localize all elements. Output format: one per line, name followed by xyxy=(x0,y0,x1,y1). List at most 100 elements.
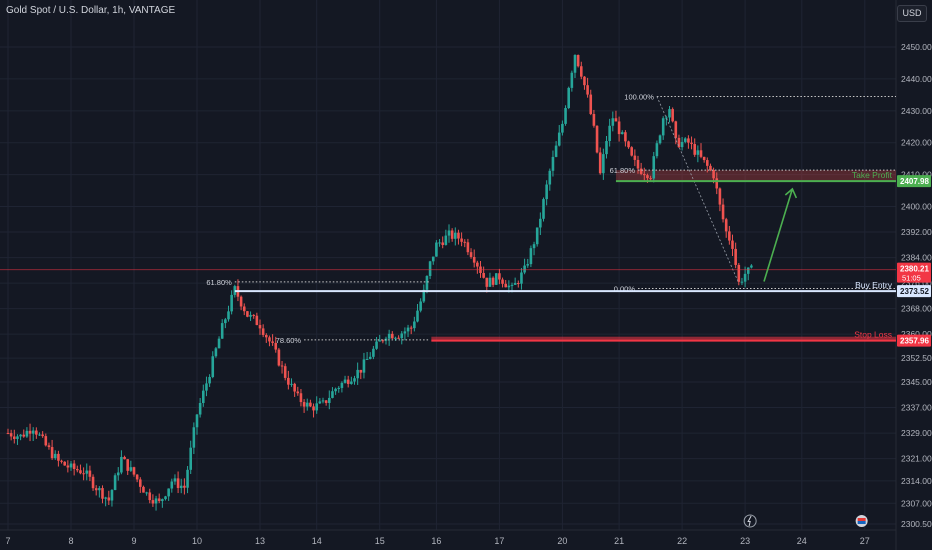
candle-body xyxy=(469,252,473,257)
candle-body xyxy=(113,475,117,491)
candle-body xyxy=(731,240,734,249)
flag-icon-band xyxy=(857,521,866,524)
candle-body xyxy=(252,314,255,316)
candle-body xyxy=(331,391,334,398)
candle-body xyxy=(428,261,432,276)
x-tick-label: 16 xyxy=(431,536,441,546)
candle-body xyxy=(573,55,577,73)
candle-body xyxy=(76,469,79,471)
candle-body xyxy=(299,393,303,403)
price-tag-label: 2407.98 xyxy=(900,177,929,186)
candle-body xyxy=(139,479,142,487)
candle-body xyxy=(750,265,753,268)
candle-body xyxy=(706,160,709,166)
candle-body xyxy=(337,387,341,389)
candle-body xyxy=(132,467,136,475)
y-tick-label: 2420.00 xyxy=(901,138,932,148)
candle-body xyxy=(60,460,63,462)
candle-body xyxy=(189,447,192,470)
candle-body xyxy=(658,135,662,144)
candle-body xyxy=(535,227,539,245)
candle-body xyxy=(583,76,586,86)
candle-body xyxy=(202,390,205,403)
candle-body xyxy=(589,94,593,114)
candle-body xyxy=(435,242,438,257)
candle-body xyxy=(211,356,215,378)
fib-trend-line xyxy=(656,96,740,284)
candle-body xyxy=(47,445,51,448)
candle-body xyxy=(283,366,287,378)
fib-label: 61.80% xyxy=(610,166,636,175)
candle-body xyxy=(13,436,16,439)
price-tag-label: 2373.52 xyxy=(900,287,929,296)
candle-body xyxy=(551,156,555,171)
candle-body xyxy=(274,342,278,350)
stop-loss-zone xyxy=(431,336,896,341)
candle-body xyxy=(362,359,366,373)
candle-body xyxy=(25,430,29,437)
candle-body xyxy=(450,230,454,239)
currency-button[interactable]: USD xyxy=(897,5,927,22)
x-tick-label: 15 xyxy=(375,536,385,546)
candle-body xyxy=(728,231,731,241)
candle-body xyxy=(19,434,22,437)
x-tick-label: 22 xyxy=(677,536,687,546)
candle-body xyxy=(507,285,511,288)
candle-body xyxy=(447,230,451,236)
y-tick-label: 2352.50 xyxy=(901,353,932,363)
candle-body xyxy=(343,379,347,383)
candle-body xyxy=(346,379,350,384)
candle-body xyxy=(734,248,737,265)
candle-body xyxy=(721,204,725,220)
candle-body xyxy=(79,470,82,474)
candle-body xyxy=(321,400,325,402)
x-tick-label: 27 xyxy=(860,536,870,546)
candle-body xyxy=(104,497,107,499)
candle-body xyxy=(718,188,722,205)
candle-body xyxy=(567,87,570,109)
candle-body xyxy=(63,461,66,466)
candle-body xyxy=(488,277,492,287)
candle-body xyxy=(545,184,548,200)
candle-body xyxy=(680,141,684,148)
candle-body xyxy=(683,138,687,142)
candle-body xyxy=(28,430,32,434)
candle-body xyxy=(513,283,517,285)
candle-body xyxy=(655,143,659,157)
fibonacci-levels: 100.00% 61.80% 0.00% 61.80% 78.60% xyxy=(206,92,896,345)
candle-body xyxy=(671,109,674,122)
candle-body xyxy=(409,327,413,329)
candle-body xyxy=(309,402,312,407)
candle-body xyxy=(261,328,265,335)
candle-body xyxy=(630,147,633,156)
candle-body xyxy=(595,125,599,153)
candle-body xyxy=(394,337,397,339)
candle-body xyxy=(523,265,526,273)
candle-body xyxy=(170,481,174,489)
candle-body xyxy=(271,341,274,343)
candle-body xyxy=(715,178,719,189)
symbol-title: Gold Spot / U.S. Dollar, 1h, VANTAGE xyxy=(6,5,176,16)
x-tick-label: 24 xyxy=(797,536,807,546)
candle-body xyxy=(239,296,243,307)
candle-body xyxy=(312,406,315,411)
candle-body xyxy=(416,310,419,322)
candle-body xyxy=(242,306,246,312)
candle-body xyxy=(441,242,444,245)
candle-body xyxy=(365,358,369,360)
trade-levels: Take Profit 2407.98 Buy Entry 2373.52 Stop L… xyxy=(0,170,931,347)
candle-body xyxy=(381,340,385,342)
candle-body xyxy=(157,498,161,502)
candle-body xyxy=(142,486,145,493)
candle-body xyxy=(652,156,656,179)
candle-body xyxy=(636,159,640,169)
fib-label: 0.00% xyxy=(614,285,636,294)
candle-body xyxy=(696,150,700,155)
candle-body xyxy=(195,414,199,428)
candle-body xyxy=(16,436,19,439)
candle-body xyxy=(305,402,309,407)
candle-body xyxy=(123,456,126,460)
candle-body xyxy=(205,383,208,391)
candle-body xyxy=(69,463,73,468)
